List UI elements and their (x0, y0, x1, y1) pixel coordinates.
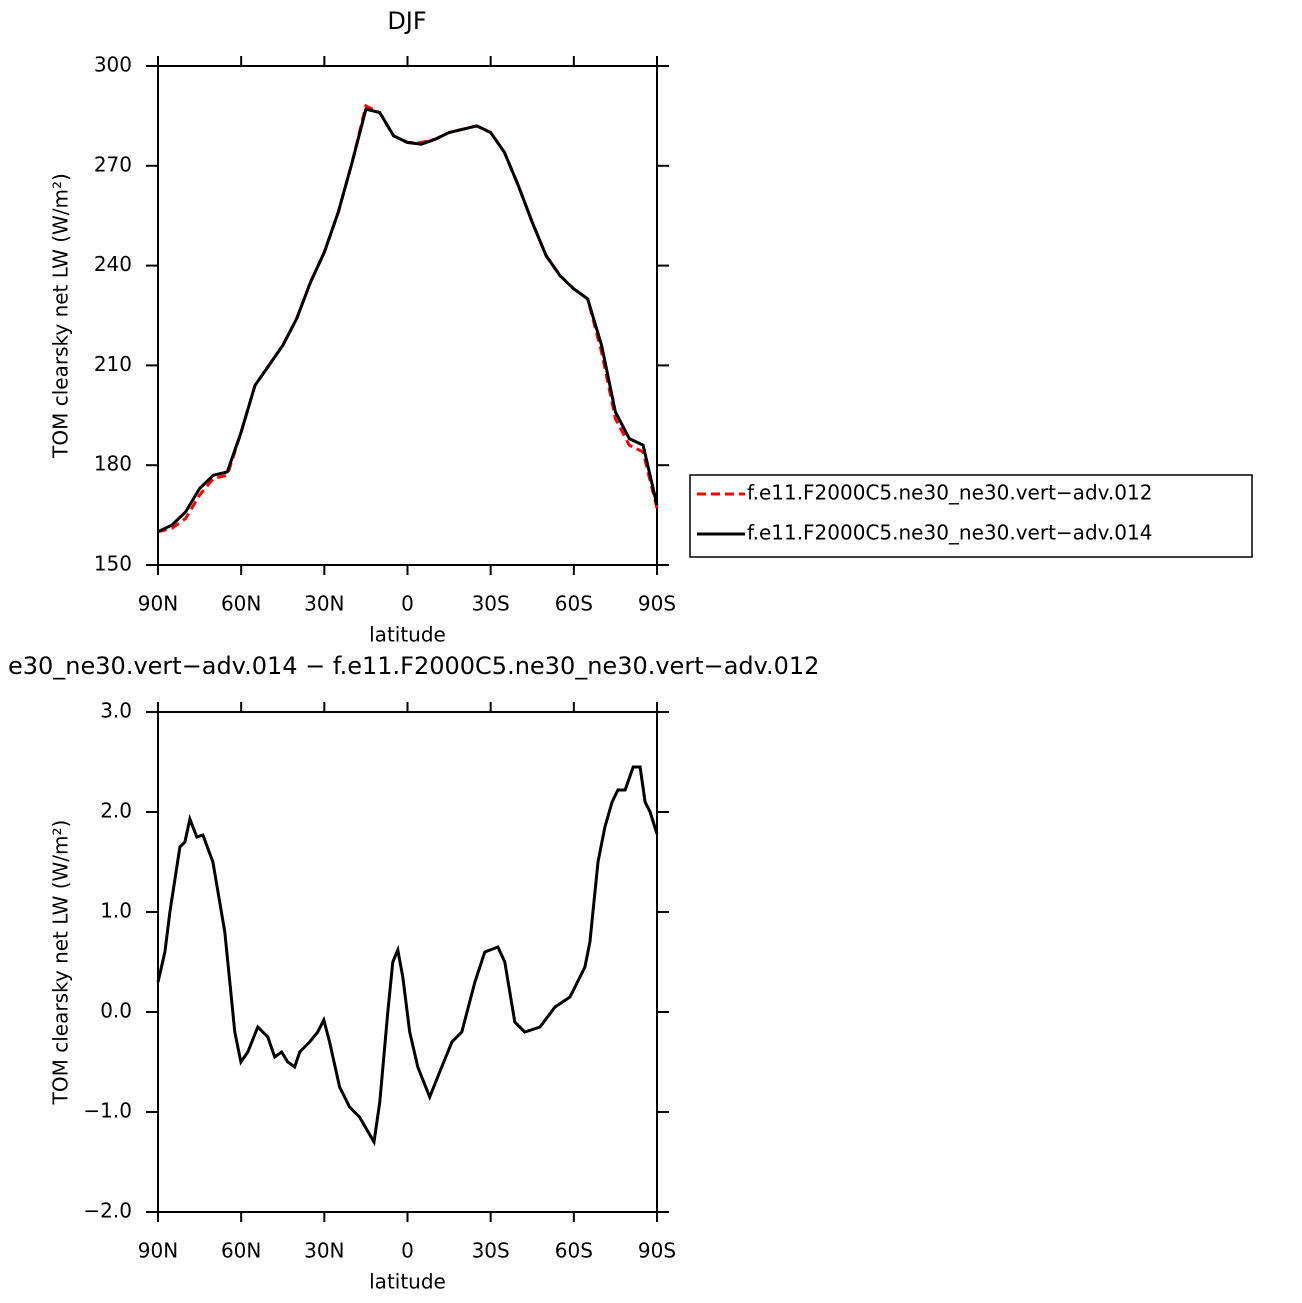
x-tick-label: 30N (304, 592, 344, 616)
y-tick-label: 300 (94, 53, 132, 77)
x-axis-label: latitude (369, 623, 446, 647)
x-tick-label: 90N (138, 592, 178, 616)
data-line (157, 103, 659, 534)
y-tick-label: 210 (94, 352, 132, 376)
x-tick-label: 90N (138, 1239, 178, 1263)
x-tick-label: 0 (401, 592, 414, 616)
y-tick-label: 240 (94, 252, 132, 276)
x-axis-label: latitude (369, 1270, 446, 1294)
y-axis-label: TOM clearsky net LW (W/m²) (49, 820, 73, 1106)
y-tick-label: 270 (94, 152, 132, 176)
y-axis-label: TOM clearsky net LW (W/m²) (49, 173, 73, 459)
x-tick-label: 60S (555, 1239, 593, 1263)
x-tick-label: 60N (221, 592, 261, 616)
x-tick-label: 90S (638, 592, 676, 616)
chart-title: e30_ne30.vert−adv.014 − f.e11.F2000C5.ne… (8, 652, 819, 680)
y-tick-label: 0.0 (100, 999, 132, 1023)
y-tick-label: 2.0 (100, 799, 132, 823)
y-tick-label: −2.0 (83, 1199, 132, 1223)
y-tick-label: 150 (94, 552, 132, 576)
legend-label: f.e11.F2000C5.ne30_ne30.vert−adv.012 (747, 481, 1152, 505)
x-tick-label: 60S (555, 592, 593, 616)
legend-box (689, 474, 1253, 558)
y-tick-label: 1.0 (100, 899, 132, 923)
x-tick-label: 60N (221, 1239, 261, 1263)
data-line (157, 107, 659, 534)
y-tick-label: 3.0 (100, 699, 132, 723)
x-tick-label: 30S (472, 1239, 510, 1263)
x-tick-label: 90S (638, 1239, 676, 1263)
y-tick-label: 180 (94, 452, 132, 476)
data-line (156, 765, 659, 1147)
x-tick-label: 0 (401, 1239, 414, 1263)
x-tick-label: 30S (472, 592, 510, 616)
x-tick-label: 30N (304, 1239, 344, 1263)
plot-frame (157, 711, 658, 1213)
chart-title: DJF (387, 7, 426, 35)
legend-label: f.e11.F2000C5.ne30_ne30.vert−adv.014 (747, 521, 1152, 545)
y-tick-label: −1.0 (83, 1099, 132, 1123)
